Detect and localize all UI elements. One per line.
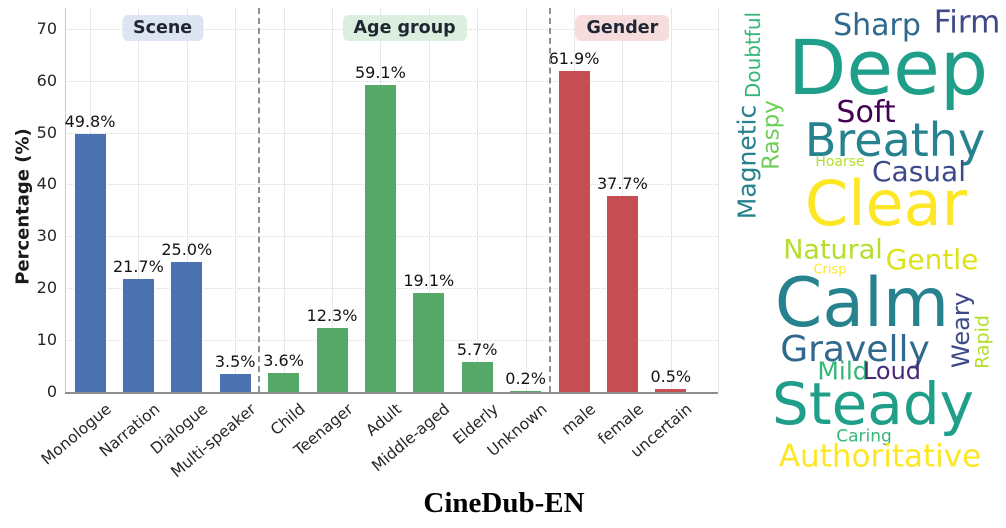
wordcloud-word: Raspy (758, 100, 785, 170)
bar-unknown (510, 390, 542, 392)
bar-teenager (316, 328, 348, 392)
y-tick-label: 40 (36, 174, 57, 194)
group-separator (548, 8, 551, 392)
x-gridline (283, 8, 285, 392)
bar-dialogue (171, 262, 203, 392)
group-separator (258, 8, 261, 392)
bar-child (268, 373, 300, 392)
x-gridline (138, 8, 140, 392)
wordcloud-word: Authoritative (778, 438, 982, 475)
bottom-spine (65, 392, 718, 394)
wordcloud-word: Steady (772, 370, 974, 438)
group-header-age-group: Age group (342, 15, 467, 41)
y-axis-label: Percentage (%) (12, 128, 34, 285)
y-tick-label: 20 (36, 278, 57, 298)
bar-value-label: 49.8% (64, 111, 116, 131)
wordcloud-word: Mild (817, 356, 869, 386)
x-gridline (428, 8, 430, 392)
bar-value-label: 3.6% (263, 351, 304, 371)
wordcloud-word: Sharp (833, 8, 921, 43)
bar-value-label: 21.7% (112, 257, 164, 277)
x-tick-label: Adult (362, 400, 405, 440)
figure-title: CineDub-EN (423, 487, 585, 519)
bar-value-label: 5.7% (456, 340, 498, 360)
bar-middle-aged (413, 292, 445, 392)
y-tick-label: 50 (36, 122, 57, 142)
wordcloud-word: Soft (836, 95, 896, 130)
wordcloud-word: Firm (933, 4, 1001, 41)
x-gridline (186, 8, 188, 392)
x-tick-label: Child (266, 400, 309, 439)
y-tick-label: 0 (46, 382, 57, 401)
x-tick-label: male (557, 400, 599, 439)
x-gridline (332, 8, 333, 392)
bar-adult (364, 85, 396, 392)
x-tick-label: Multi-speaker (167, 400, 260, 482)
bar-value-label: 0.2% (505, 368, 546, 388)
wordcloud-word: Casual (872, 155, 966, 188)
wordcloud-word: Caring (836, 426, 892, 447)
wordcloud-word: Clear (804, 167, 968, 240)
bar-female (606, 196, 638, 392)
bar-uncertain (655, 389, 687, 392)
bar-value-label: 59.1% (354, 63, 406, 83)
y-tick-label: 60 (36, 70, 57, 90)
bar-elderly (461, 362, 493, 392)
wordcloud-word: Weary (947, 292, 975, 368)
group-header-scene: Scene (122, 15, 204, 41)
wordcloud-word: Deep (787, 23, 989, 112)
left-spine (65, 8, 66, 392)
x-gridline (235, 8, 237, 392)
x-gridline (477, 8, 479, 392)
bar-male (558, 70, 590, 392)
bar-narration (122, 279, 154, 392)
wordcloud-word: Loud (862, 357, 922, 385)
bar-chart: Percentage (%) 0 10 20 30 40 50 60 70 49.8% Monol… (12, 8, 719, 482)
wordcloud-word: Gentle (885, 243, 979, 276)
wordcloud-word: Magnetic (732, 104, 762, 220)
bar-value-label: 61.9% (548, 48, 600, 68)
bar-multi-speaker (219, 373, 251, 392)
bar-value-label: 3.5% (214, 351, 256, 371)
bar-value-label: 37.7% (596, 174, 648, 194)
wordcloud-word: Rapid (971, 315, 994, 369)
wordcloud-word: Doubtful (741, 11, 765, 99)
wordcloud-word: Calm (774, 264, 950, 343)
x-tick-label: Monologue (37, 400, 115, 469)
bar-value-label: 25.0% (161, 240, 213, 260)
wordcloud-word: Breathy (804, 113, 986, 167)
y-tick-label: 10 (36, 330, 57, 350)
bar-monologue (74, 133, 106, 392)
y-gridline (65, 80, 718, 82)
y-tick-label: 30 (36, 226, 57, 246)
x-gridline (670, 8, 672, 392)
y-tick-label: 70 (36, 18, 57, 38)
wordcloud-word: Crisp (813, 262, 847, 278)
group-header-gender: Gender (575, 15, 670, 41)
wordcloud-word: Gravelly (780, 329, 930, 370)
x-gridline (718, 8, 719, 392)
bar-value-label: 12.3% (306, 306, 358, 326)
bar-value-label: 19.1% (403, 270, 455, 290)
x-gridline (525, 8, 527, 392)
bar-value-label: 0.5% (650, 367, 692, 387)
wordcloud-word: Hoarse (815, 154, 865, 170)
wordcloud-word: Natural (783, 234, 883, 266)
